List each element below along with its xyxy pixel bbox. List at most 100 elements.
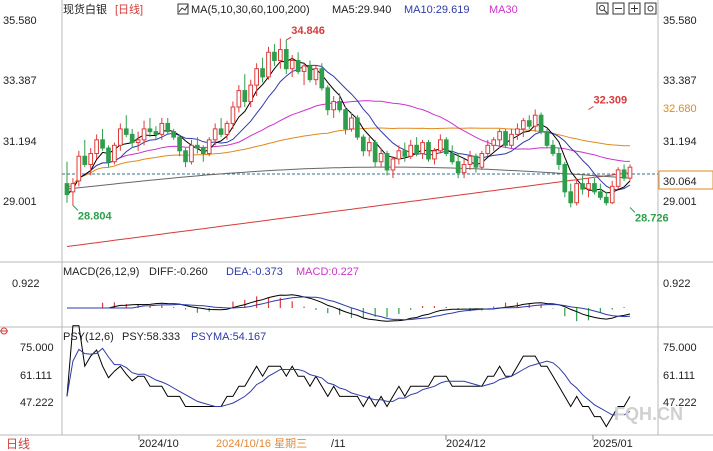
- candlestick: [242, 74, 248, 108]
- candle-body: [337, 101, 342, 111]
- candlestick: [432, 148, 437, 165]
- candlestick: [366, 137, 372, 157]
- price-tick-right: 33.387: [663, 75, 697, 87]
- candle-body: [461, 163, 467, 174]
- candle-body: [331, 101, 337, 111]
- ma5-value: MA5:29.940: [332, 4, 391, 16]
- candle-body: [420, 142, 425, 155]
- candle-body: [598, 191, 603, 198]
- candlestick: [408, 139, 414, 159]
- psy-params-label: PSY(12,6): [63, 331, 114, 343]
- candlestick: [289, 55, 295, 77]
- zoom-in-icon[interactable]: [628, 2, 641, 15]
- ma60-line: [66, 127, 630, 189]
- candle-body: [485, 144, 491, 155]
- candle-body: [307, 65, 313, 81]
- candlestick: [461, 158, 467, 179]
- candlestick: [343, 107, 348, 135]
- candle-body: [218, 128, 224, 135]
- ma100-line: [66, 166, 631, 190]
- candle-body: [438, 139, 443, 152]
- candlestick: [544, 128, 550, 149]
- candlestick: [337, 93, 342, 113]
- candlestick: [455, 153, 461, 179]
- candlestick: [117, 123, 123, 151]
- candle-body: [100, 139, 105, 149]
- candlestick: [224, 120, 230, 140]
- zoom-out-icon[interactable]: [612, 2, 625, 15]
- candlestick: [206, 137, 212, 157]
- candlestick: [165, 117, 171, 135]
- candlestick: [473, 153, 479, 173]
- candlestick: [301, 63, 307, 86]
- current-price-box: [658, 170, 713, 190]
- candlestick: [106, 145, 111, 168]
- search-icon[interactable]: [596, 2, 609, 15]
- macd-diff-line: [67, 294, 631, 322]
- psy-tick-left: 61.111: [20, 370, 52, 382]
- candle-body: [372, 142, 378, 163]
- candle-body: [515, 128, 520, 135]
- candlestick: [135, 131, 141, 151]
- annotation-label: 28.804: [78, 210, 113, 222]
- macd-dea-value: DEA:-0.373: [226, 266, 283, 278]
- period-tab[interactable]: 日线: [6, 437, 30, 451]
- candlestick: [183, 148, 188, 168]
- candlestick: [491, 137, 497, 151]
- crosshair-date-label: 2024/10/16 星期三: [216, 437, 307, 450]
- ma30-value: MA30: [489, 4, 518, 16]
- candlestick: [272, 44, 277, 66]
- candlestick: [497, 128, 502, 149]
- settings-icon[interactable]: [644, 2, 657, 15]
- candle-body: [64, 183, 70, 196]
- candle-body: [141, 128, 147, 141]
- candle-body: [76, 155, 82, 182]
- date-label: 2025/01: [593, 438, 633, 450]
- psyma-value: PSYMA:54.167: [191, 331, 266, 343]
- macd-tick-right: 0.922: [663, 278, 691, 290]
- candlestick: [550, 139, 556, 157]
- candle-body: [224, 122, 230, 135]
- psy-tick-right: 47.222: [663, 397, 697, 409]
- candle-body: [568, 191, 574, 204]
- candle-body: [426, 142, 431, 160]
- candle-body: [627, 166, 633, 179]
- price-tick-left: 31.194: [3, 136, 37, 148]
- candle-body: [360, 136, 366, 152]
- annotation-label: 28.726: [635, 213, 669, 225]
- candlestick: [509, 128, 514, 149]
- candle-body: [325, 87, 331, 111]
- ma-toggle-icon[interactable]: [177, 3, 189, 15]
- candlestick: [70, 178, 76, 206]
- period-label[interactable]: [日线]: [115, 2, 143, 16]
- annotation-pointer: [629, 207, 636, 213]
- candlestick: [414, 137, 419, 157]
- candlestick: [112, 142, 117, 165]
- date-label: 2024/12: [446, 438, 486, 450]
- price-tick-right: 35.580: [663, 15, 697, 27]
- candle-body: [183, 150, 188, 163]
- candlestick: [88, 148, 94, 176]
- date-label: /11: [331, 438, 345, 450]
- candle-body: [443, 139, 449, 155]
- candlestick: [76, 150, 82, 187]
- candlestick: [580, 175, 585, 195]
- candlestick: [159, 117, 165, 140]
- candle-body: [301, 65, 307, 72]
- candle-body: [526, 120, 532, 127]
- candle-body: [70, 183, 76, 193]
- candle-body: [355, 117, 360, 138]
- candle-body: [254, 68, 259, 86]
- candlestick: [515, 123, 520, 140]
- candle-body: [266, 51, 271, 78]
- candle-body: [396, 150, 402, 160]
- candlestick: [532, 109, 538, 132]
- candle-body: [272, 51, 277, 61]
- candlestick: [236, 85, 242, 113]
- price-tick-left: 35.580: [3, 15, 37, 27]
- candle-body: [289, 59, 295, 70]
- psy-tick-right: 61.111: [663, 370, 695, 382]
- psy-tick-right: 75.000: [663, 342, 697, 354]
- candle-body: [343, 109, 348, 130]
- candlestick: [100, 128, 105, 151]
